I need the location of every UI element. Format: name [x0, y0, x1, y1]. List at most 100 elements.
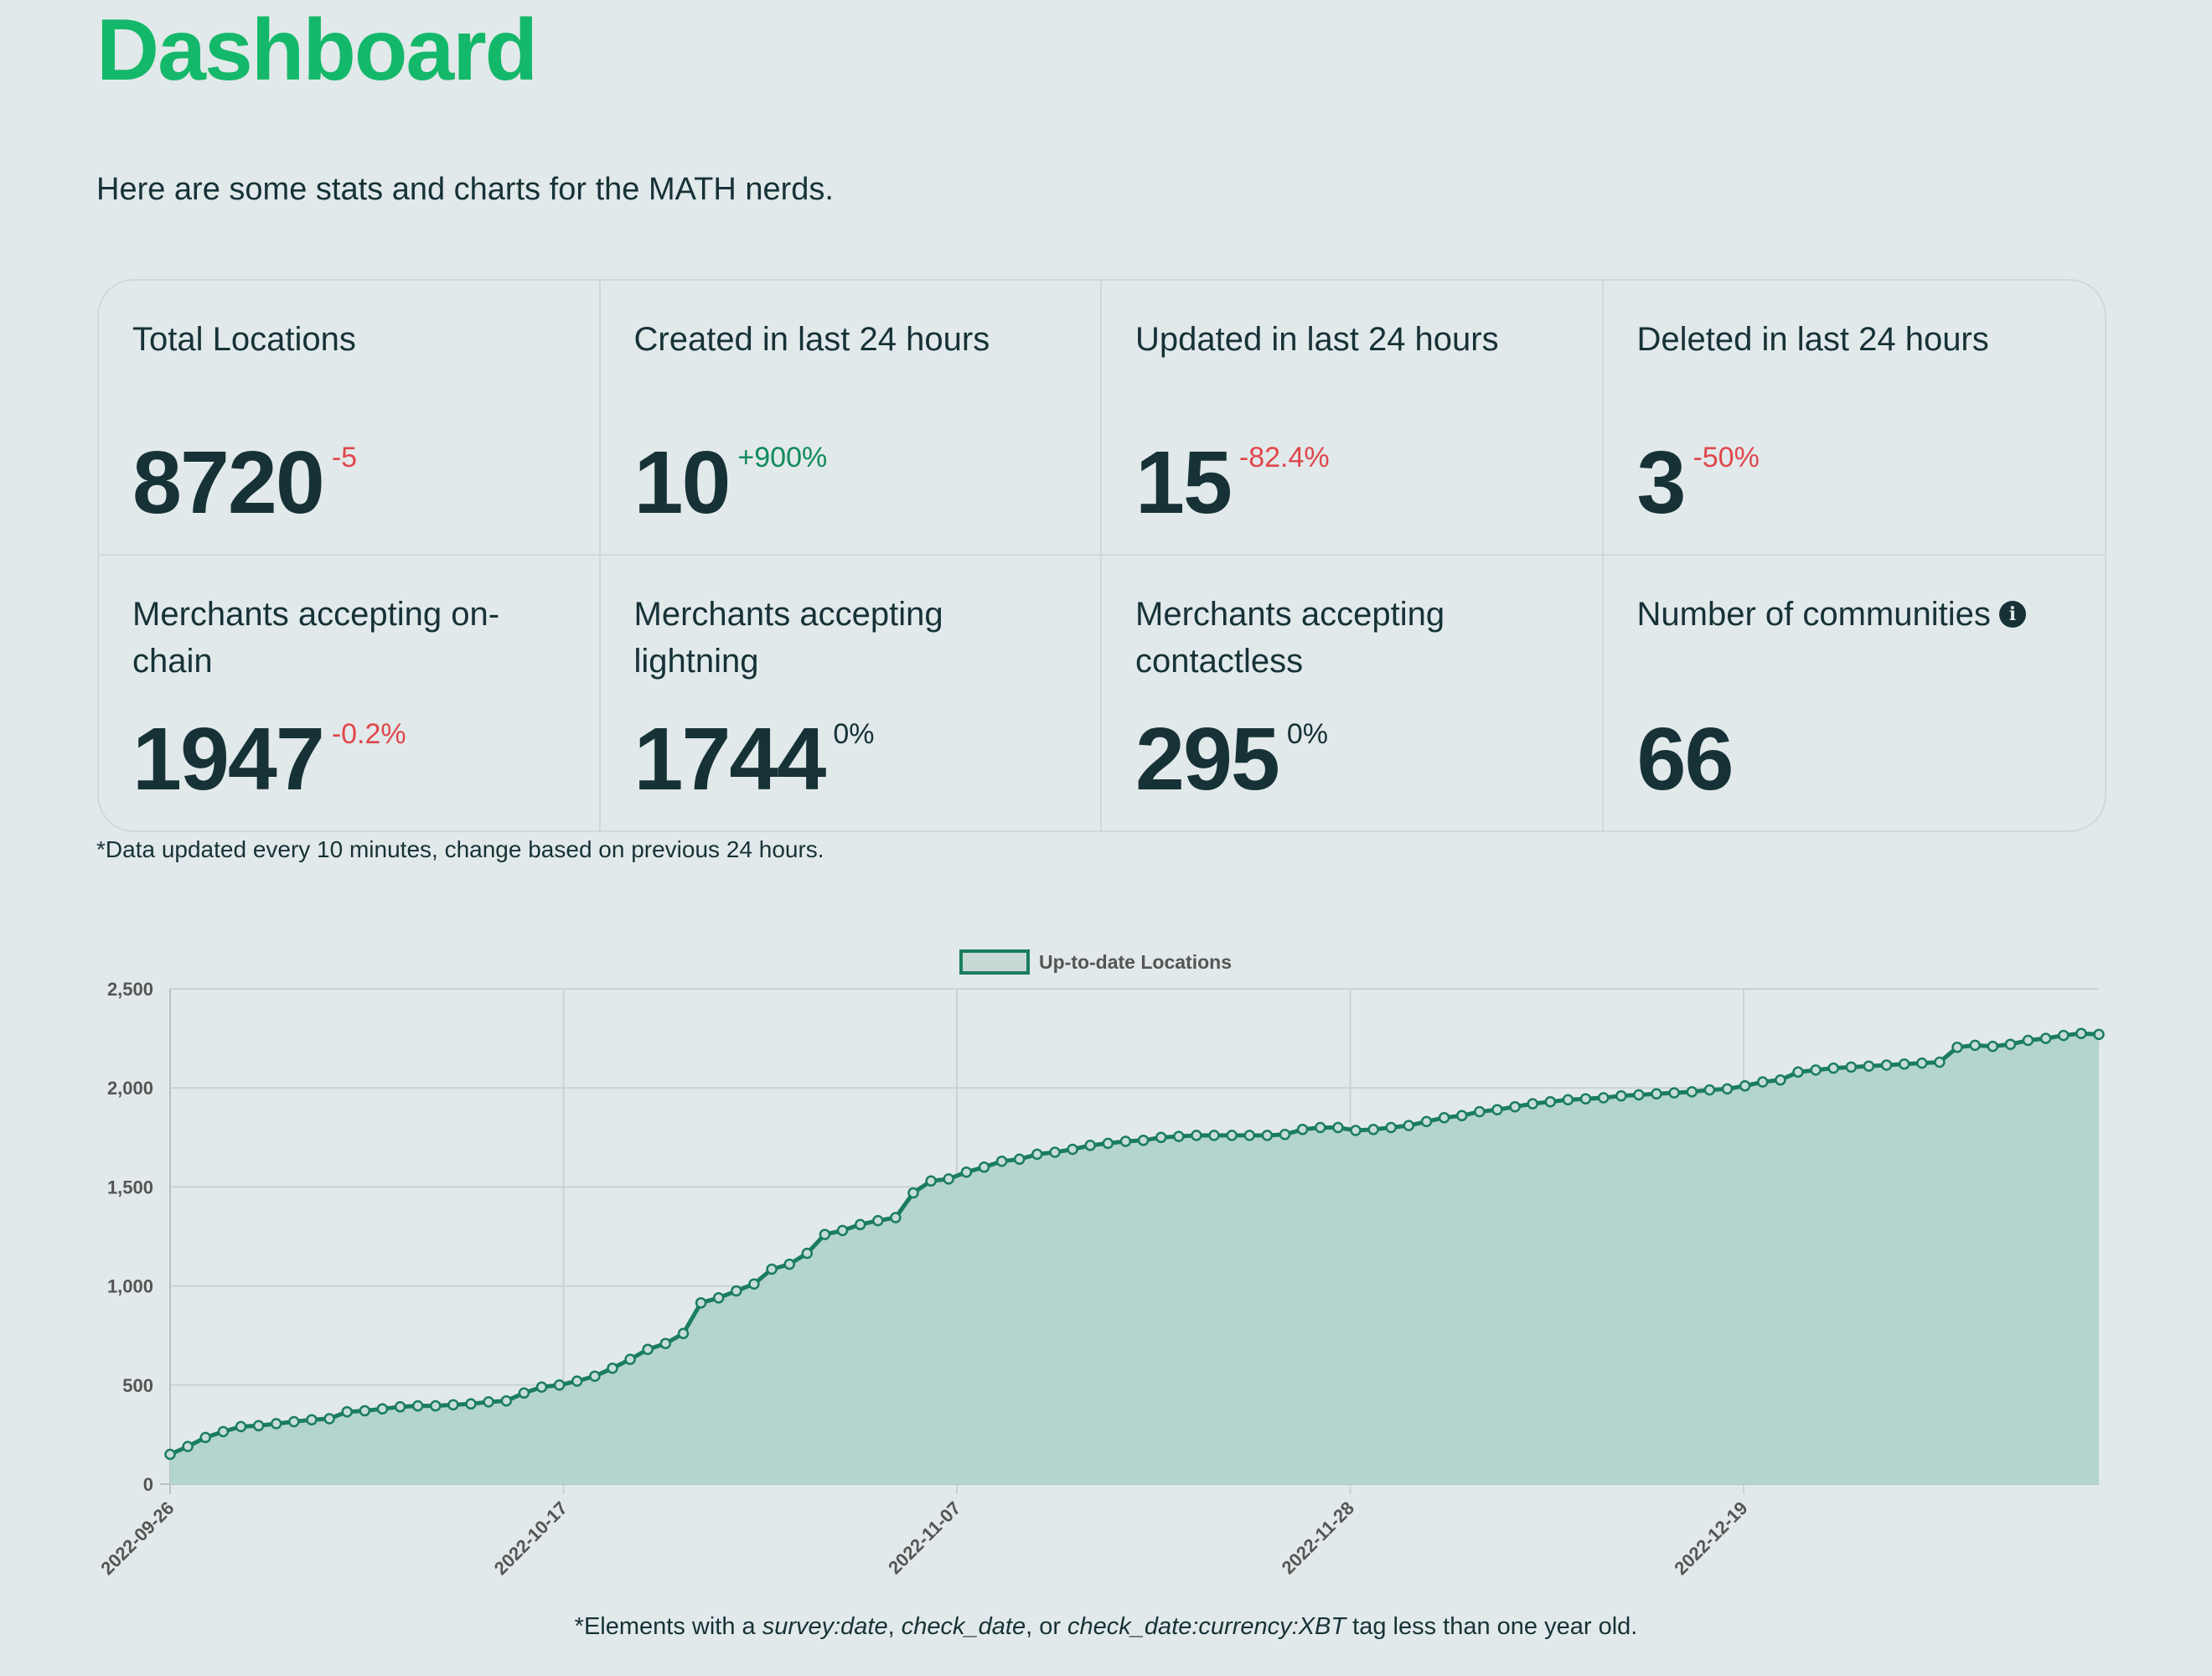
chart-note-suffix: tag less than one year old. — [1346, 1613, 1638, 1640]
data-point — [1756, 1076, 1769, 1088]
data-point — [164, 1448, 176, 1461]
data-point — [1438, 1111, 1450, 1124]
data-point — [500, 1394, 513, 1407]
x-tick-label: 2022-09-26 — [96, 1498, 178, 1579]
x-tick-label: 2022-10-17 — [490, 1498, 571, 1579]
data-point — [1367, 1124, 1379, 1135]
stat-label: Created in last 24 hours — [634, 316, 1076, 363]
stat-value-row: 10 +900% — [634, 437, 828, 529]
stat-label: Updated in last 24 hours — [1135, 316, 1577, 363]
y-tick-label: 1,000 — [107, 1276, 153, 1297]
stat-value: 10 — [633, 433, 731, 532]
x-tick-label: 2022-12-19 — [1670, 1498, 1751, 1579]
locations-chart: 0 500 1,000 1,500 2,000 2,500 2022-09-26 2022-1… — [0, 922, 2212, 1659]
data-point — [288, 1415, 300, 1428]
stat-card: Deleted in last 24 hours 3 -50% — [1603, 281, 2105, 556]
data-point — [748, 1278, 760, 1290]
stat-label: Number of communities i — [1637, 591, 2080, 638]
data-point — [1597, 1092, 1610, 1104]
stat-label-text: Total Locations — [132, 321, 356, 358]
data-point — [1686, 1086, 1698, 1098]
chart-footnote: *Elements with a survey:date, check_date… — [0, 1613, 2212, 1641]
series-area — [170, 1033, 2099, 1484]
data-point — [1739, 1080, 1751, 1092]
stat-label-text: Merchants accepting lightning — [633, 596, 943, 680]
data-point — [518, 1387, 530, 1399]
stat-value-row: 15 -82.4% — [1135, 437, 1330, 529]
data-point — [1226, 1130, 1238, 1141]
data-point — [712, 1292, 725, 1304]
data-point — [1827, 1062, 1839, 1074]
stat-value-row: 3 -50% — [1637, 437, 1760, 529]
data-point — [1703, 1084, 1716, 1096]
data-point — [1385, 1121, 1397, 1134]
data-point — [1315, 1121, 1326, 1134]
chart-note-tag-check-date: check_date — [901, 1613, 1026, 1640]
stat-label-text: Merchants accepting on-chain — [132, 596, 500, 680]
data-point — [695, 1296, 707, 1309]
data-point — [659, 1337, 672, 1349]
data-point — [1474, 1105, 1486, 1118]
data-point — [1084, 1140, 1096, 1151]
chart-note-sep2: , or — [1026, 1613, 1068, 1640]
data-point — [270, 1418, 282, 1430]
data-point — [1721, 1083, 1734, 1095]
legend-swatch — [959, 949, 1030, 975]
data-point — [199, 1431, 211, 1444]
data-point — [1579, 1093, 1592, 1104]
data-point — [642, 1343, 654, 1355]
data-point — [1969, 1039, 1981, 1052]
data-point — [1102, 1137, 1114, 1150]
data-point — [1155, 1131, 1167, 1144]
data-point — [535, 1381, 548, 1393]
data-point — [925, 1175, 937, 1187]
data-point — [1792, 1066, 1804, 1079]
x-tick-label: 2022-11-07 — [884, 1498, 964, 1578]
stat-label-text: Deleted in last 24 hours — [1636, 321, 1989, 358]
data-point — [465, 1398, 477, 1410]
data-point — [1775, 1073, 1786, 1086]
data-point — [182, 1441, 194, 1452]
data-point — [1067, 1143, 1078, 1156]
stat-value: 3 — [1636, 433, 1687, 532]
stat-value: 1744 — [633, 710, 827, 809]
legend-label: Up-to-date Locations — [1039, 951, 1232, 973]
data-point — [1243, 1130, 1256, 1141]
data-point — [2093, 1028, 2105, 1041]
stat-label: Merchants accepting lightning — [634, 591, 1076, 685]
data-point — [376, 1403, 389, 1415]
data-point — [411, 1399, 424, 1412]
data-point — [607, 1362, 618, 1374]
stat-value: 295 — [1135, 710, 1280, 809]
stat-card: Number of communities i 66 — [1604, 556, 2106, 830]
data-point — [217, 1425, 230, 1438]
data-point — [341, 1405, 353, 1418]
data-point — [2022, 1034, 2034, 1047]
data-point — [1509, 1100, 1521, 1113]
info-icon[interactable]: i — [1998, 601, 2026, 628]
data-point — [1544, 1095, 1557, 1108]
data-point — [907, 1187, 919, 1199]
data-point — [1527, 1098, 1538, 1110]
data-point — [1491, 1104, 1503, 1115]
data-point — [394, 1401, 406, 1413]
data-point — [624, 1353, 636, 1365]
stat-label-text: Merchants accepting contactless — [1135, 596, 1445, 680]
data-point — [1173, 1130, 1185, 1142]
data-point — [1898, 1058, 1910, 1070]
stat-value-row: 295 0% — [1135, 713, 1328, 805]
stat-card: Merchants accepting lightning 1744 0% — [601, 556, 1102, 830]
data-point — [1651, 1088, 1662, 1100]
data-point — [872, 1214, 884, 1227]
data-point — [766, 1263, 778, 1275]
data-point — [1420, 1115, 1433, 1128]
data-point — [359, 1404, 371, 1417]
stat-label: Total Locations — [132, 316, 574, 363]
stat-label-text: Number of communities — [1636, 596, 1991, 633]
data-point — [1633, 1089, 1645, 1101]
data-point — [1916, 1057, 1928, 1069]
stat-value: 15 — [1135, 433, 1233, 532]
data-point — [306, 1414, 318, 1425]
stat-card: Merchants accepting contactless 295 0% — [1102, 556, 1604, 830]
data-point — [235, 1420, 247, 1433]
